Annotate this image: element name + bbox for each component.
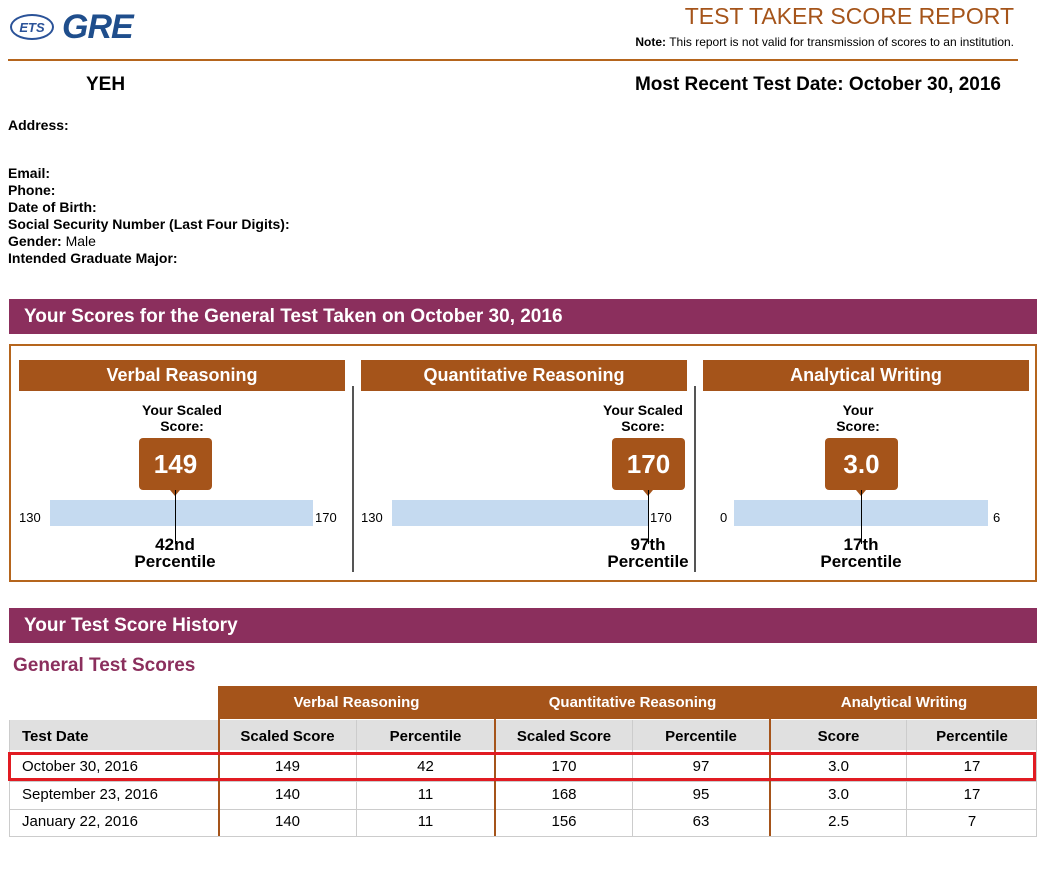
table-cell-test-date: October 30, 2016 (22, 758, 138, 775)
header-divider (8, 59, 1018, 61)
gender-row: Gender: Male (8, 233, 96, 249)
column-header-writing-score: Score (771, 720, 906, 750)
quant-score-pointer (648, 490, 649, 544)
table-cell: 3.0 (828, 786, 849, 803)
table-cell: 149 (274, 758, 301, 775)
group-divider (494, 686, 496, 836)
verbal-score-label: Your Scaled Score: (142, 402, 222, 434)
note-label: Note: (635, 35, 667, 49)
column-header-test-date: Test Date (9, 720, 218, 750)
history-section-title: Your Test Score History (9, 608, 1037, 643)
ssn-label: Social Security Number (Last Four Digits… (8, 216, 290, 232)
row-divider (9, 781, 1037, 782)
gender-label: Gender: (8, 233, 62, 249)
table-cell: 140 (274, 786, 301, 803)
most-recent-test-date: Most Recent Test Date: October 30, 2016 (634, 74, 1001, 95)
address-label: Address: (8, 117, 69, 133)
phone-label: Phone: (8, 182, 56, 198)
writing-score-label: Your Score: (836, 402, 880, 434)
verbal-score-card: Verbal Reasoning Your Scaled Score: 149 … (19, 360, 345, 572)
table-cell: 2.5 (828, 813, 849, 830)
table-cell: 17 (963, 758, 981, 775)
quant-percentile: 97th Percentile (607, 535, 689, 571)
verbal-score-badge: 149 (139, 438, 212, 490)
table-cell: 95 (692, 786, 710, 803)
writing-scale-min: 0 (720, 510, 728, 525)
highlighted-row-outline (8, 752, 1036, 781)
table-cell: 7 (967, 813, 977, 830)
table-cell-test-date: January 22, 2016 (22, 813, 138, 830)
writing-score-badge: 3.0 (825, 438, 898, 490)
dob-label: Date of Birth: (8, 199, 97, 215)
column-header-quant-scaled: Scaled Score (496, 720, 632, 750)
verbal-scale-bar (50, 500, 313, 526)
verbal-scale-max: 170 (315, 510, 337, 525)
card-divider (694, 386, 696, 572)
table-cell: 63 (692, 813, 710, 830)
verbal-percentile: 42nd Percentile (134, 535, 216, 571)
table-cell: 17 (963, 786, 981, 803)
writing-scale-max: 6 (993, 510, 1001, 525)
quant-score-label: Your Scaled Score: (603, 402, 683, 434)
email-label: Email: (8, 165, 51, 181)
quant-scale-bar (392, 500, 648, 526)
table-cell: 42 (417, 758, 434, 775)
table-cell-test-date: September 23, 2016 (22, 786, 158, 803)
verbal-score-pointer (175, 490, 176, 544)
column-header-verbal-percentile: Percentile (357, 720, 494, 750)
scores-section-title: Your Scores for the General Test Taken o… (9, 299, 1037, 334)
table-cell: 97 (692, 758, 710, 775)
quant-card-title: Quantitative Reasoning (361, 360, 687, 391)
column-header-quant-percentile: Percentile (633, 720, 769, 750)
writing-score-card: Analytical Writing Your Score: 3.0 0 6 1… (703, 360, 1029, 572)
table-cell: 11 (417, 786, 434, 803)
quant-score-card: Quantitative Reasoning Your Scaled Score… (361, 360, 689, 572)
column-header-writing-percentile: Percentile (907, 720, 1037, 750)
ets-logo-icon: ETS (10, 14, 54, 40)
major-label: Intended Graduate Major: (8, 250, 178, 266)
column-divider (1036, 720, 1037, 836)
group-divider (769, 686, 771, 836)
table-cell: 140 (274, 813, 301, 830)
table-cell: 170 (551, 758, 577, 775)
report-note: Note: This report is not valid for trans… (635, 35, 1014, 49)
general-test-scores-title: General Test Scores (13, 655, 196, 676)
ets-gre-logo: ETS GRE (10, 7, 134, 46)
quant-scale-min: 130 (361, 510, 383, 525)
writing-percentile: 17th Percentile (820, 535, 902, 571)
table-cell: 11 (417, 813, 434, 830)
verbal-scale-min: 130 (19, 510, 41, 525)
writing-score-pointer (861, 490, 862, 544)
table-cell: 156 (551, 813, 577, 830)
note-text: This report is not valid for transmissio… (669, 35, 1014, 49)
gre-logo-text: GRE (62, 7, 134, 46)
scores-panel: Verbal Reasoning Your Scaled Score: 149 … (9, 344, 1037, 582)
group-divider (218, 686, 220, 836)
group-header-quant: Quantitative Reasoning (496, 686, 769, 719)
card-divider (352, 386, 354, 572)
report-title: TEST TAKER SCORE REPORT (684, 3, 1014, 29)
candidate-name: YEH (86, 74, 126, 95)
quant-scale-max: 170 (650, 510, 672, 525)
table-cell: 3.0 (828, 758, 849, 775)
row-divider (9, 809, 1037, 810)
writing-card-title: Analytical Writing (703, 360, 1029, 391)
gender-value: Male (65, 233, 96, 249)
table-cell: 168 (551, 786, 577, 803)
row-divider (9, 836, 1037, 837)
quant-score-badge: 170 (612, 438, 685, 490)
column-header-verbal-scaled: Scaled Score (219, 720, 356, 750)
group-header-writing: Analytical Writing (771, 686, 1037, 719)
verbal-card-title: Verbal Reasoning (19, 360, 345, 391)
group-header-verbal: Verbal Reasoning (219, 686, 494, 719)
